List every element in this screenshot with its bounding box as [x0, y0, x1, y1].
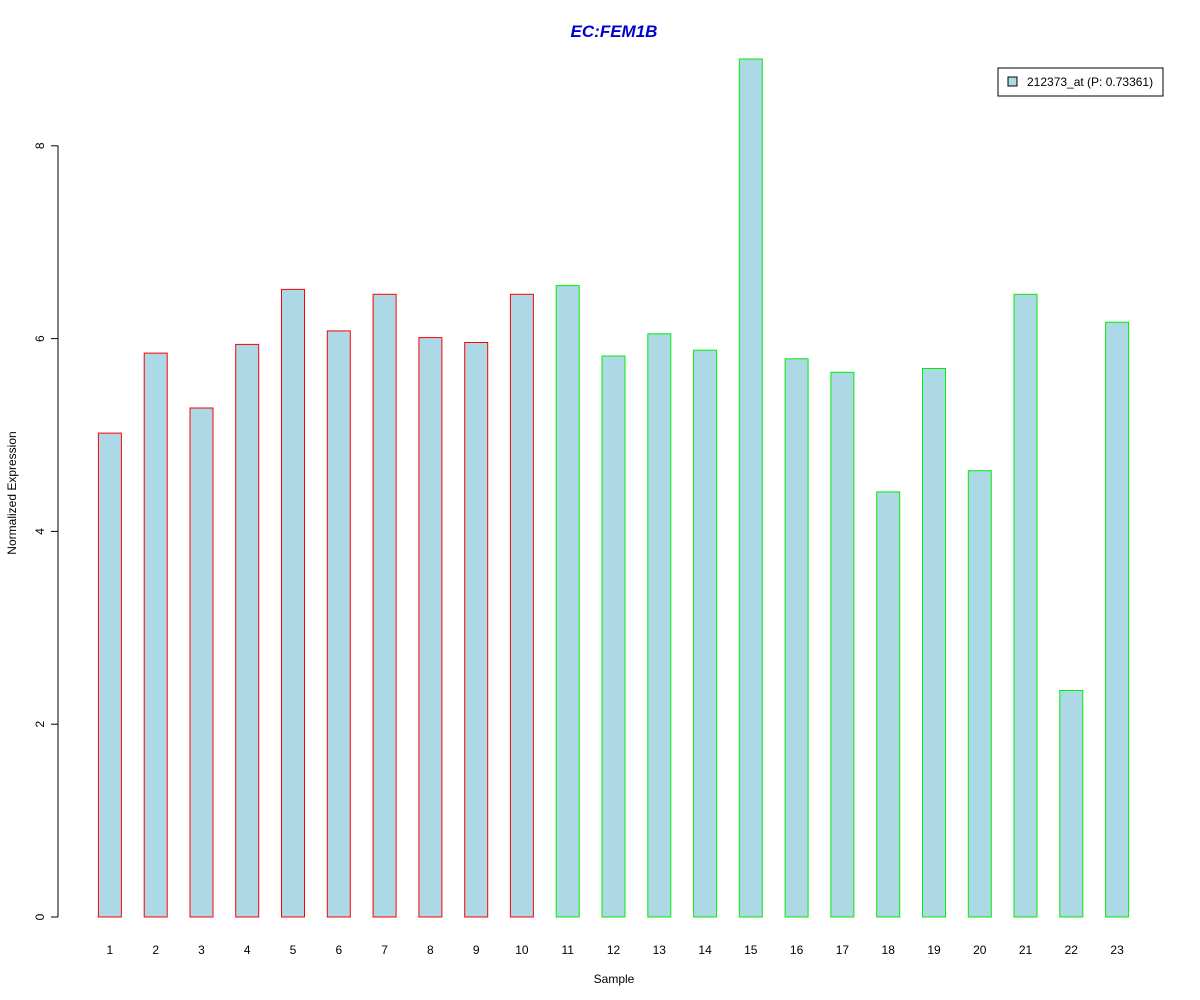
x-tick-label: 15 — [744, 943, 758, 957]
legend-label: 212373_at (P: 0.73361) — [1027, 75, 1153, 89]
legend-box — [997, 67, 1164, 97]
x-tick-label: 16 — [790, 943, 804, 957]
bar-sample-23 — [1105, 321, 1130, 918]
chart-title: EC:FEM1B — [571, 22, 658, 41]
x-tick-label: 7 — [381, 943, 388, 957]
bar-sample-1 — [97, 432, 122, 918]
legend: 212373_at (P: 0.73361) — [997, 67, 1164, 97]
x-tick-label: 21 — [1019, 943, 1033, 957]
bar-sample-11 — [555, 285, 580, 918]
x-tick-label: 5 — [290, 943, 297, 957]
y-tick-label: 2 — [33, 721, 47, 728]
bar-sample-13 — [647, 333, 672, 918]
legend-swatch — [1007, 76, 1018, 87]
x-tick-label: 17 — [836, 943, 850, 957]
x-tick-label: 1 — [107, 943, 114, 957]
x-tick-label: 3 — [198, 943, 205, 957]
x-tick-label: 20 — [973, 943, 987, 957]
bars-group — [97, 58, 1130, 918]
x-tick-label: 14 — [698, 943, 712, 957]
y-tick-label: 0 — [33, 913, 47, 920]
bar-sample-17 — [830, 371, 855, 918]
x-tick-label: 13 — [653, 943, 667, 957]
bar-sample-12 — [601, 355, 626, 918]
x-tick-label: 2 — [152, 943, 159, 957]
x-tick-label: 19 — [927, 943, 941, 957]
y-tick-label: 4 — [33, 528, 47, 535]
bar-sample-9 — [464, 342, 489, 918]
x-tick-label: 22 — [1065, 943, 1079, 957]
x-tick-label: 4 — [244, 943, 251, 957]
bar-sample-20 — [967, 470, 992, 918]
bar-sample-22 — [1059, 690, 1084, 918]
bar-sample-7 — [372, 293, 397, 918]
bar-sample-4 — [235, 343, 260, 918]
y-axis: 0 2 4 6 8 — [33, 142, 59, 920]
y-axis-label: Normalized Expression — [5, 431, 19, 554]
x-tick-label: 11 — [561, 943, 574, 957]
x-axis-label: Sample — [594, 972, 635, 986]
y-tick-label: 8 — [33, 142, 47, 149]
x-tick-label: 18 — [882, 943, 896, 957]
x-tick-label: 12 — [607, 943, 621, 957]
bar-sample-18 — [876, 491, 901, 918]
bar-sample-19 — [922, 368, 946, 918]
bar-sample-15 — [738, 58, 763, 918]
bar-sample-3 — [189, 407, 214, 918]
bar-sample-10 — [509, 293, 534, 918]
x-axis-labels: 1 2 3 4 5 6 7 8 9 10 11 12 13 14 15 16 17 18 19 20 21 22 23 — [107, 943, 1125, 957]
bar-sample-14 — [693, 349, 718, 918]
x-tick-label: 6 — [335, 943, 342, 957]
x-tick-label: 9 — [473, 943, 480, 957]
bar-sample-8 — [418, 337, 443, 918]
x-tick-label: 23 — [1110, 943, 1124, 957]
bar-sample-6 — [326, 330, 351, 918]
bar-sample-5 — [281, 288, 305, 918]
x-tick-label: 8 — [427, 943, 434, 957]
bar-sample-16 — [784, 358, 809, 918]
x-tick-label: 10 — [515, 943, 529, 957]
bar-sample-2 — [143, 352, 168, 918]
bar-sample-21 — [1013, 293, 1038, 918]
y-tick-label: 6 — [33, 335, 47, 342]
